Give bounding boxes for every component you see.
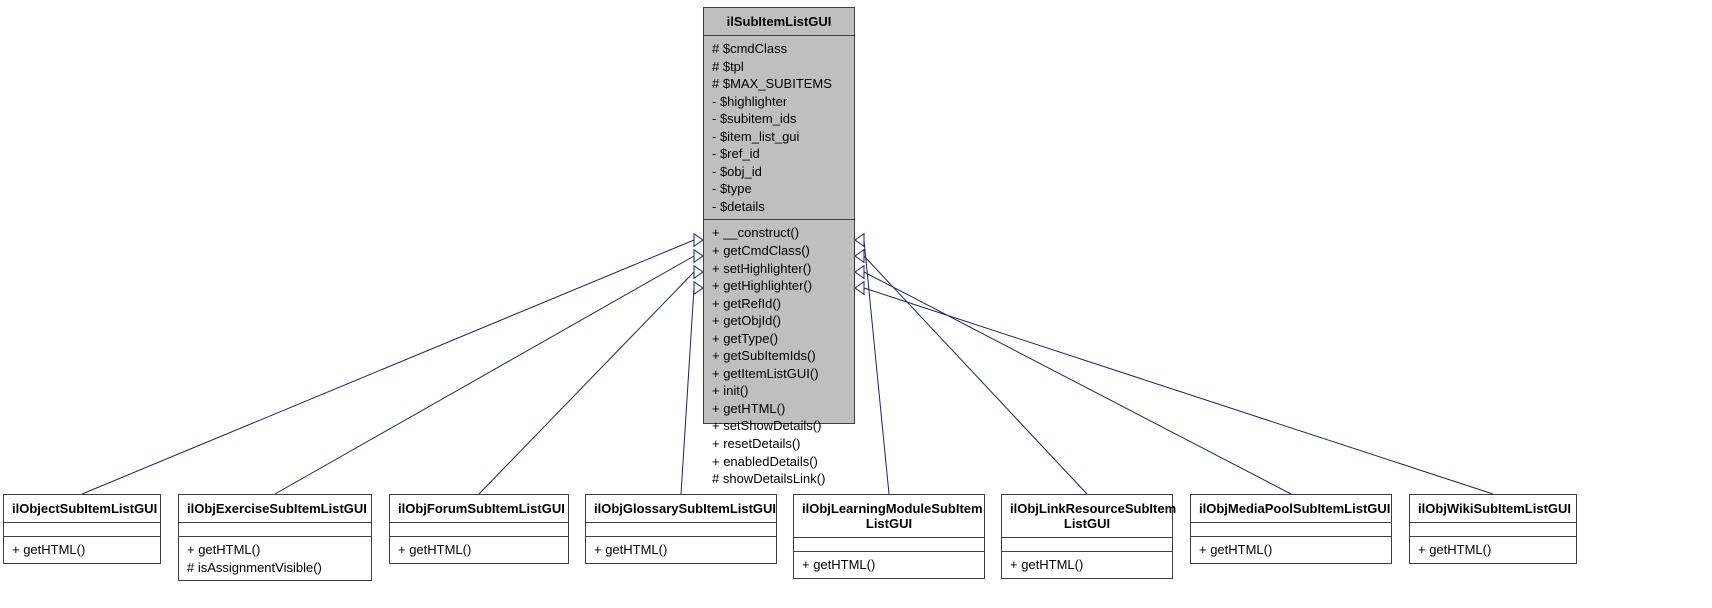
method: + getHTML() <box>398 541 560 559</box>
attribute: - $highlighter <box>712 93 846 111</box>
attributes-section: # $cmdClass# $tpl# $MAX_SUBITEMS- $highl… <box>704 36 854 220</box>
method: + getObjId() <box>712 312 846 330</box>
attributes-section <box>1410 523 1576 537</box>
attributes-section <box>179 523 371 537</box>
method: # showDetailsLink() <box>712 470 846 488</box>
inheritance-arrowhead <box>855 266 864 279</box>
class-title[interactable]: ilObjGlossarySubItemListGUI <box>586 495 776 523</box>
attribute: - $type <box>712 180 846 198</box>
class-linkresource[interactable]: ilObjLinkResourceSubItemListGUI + getHTML… <box>1001 494 1173 579</box>
inheritance-edge <box>864 288 1493 494</box>
attributes-section <box>1191 523 1391 537</box>
uml-diagram: ilSubItemListGUI # $cmdClass# $tpl# $MAX… <box>0 0 1712 608</box>
method: + __construct() <box>712 224 846 242</box>
inheritance-edge <box>479 272 694 494</box>
method: + getCmdClass() <box>712 242 846 260</box>
method: + getHighlighter() <box>712 277 846 295</box>
method: + getHTML() <box>712 400 846 418</box>
class-exercise[interactable]: ilObjExerciseSubItemListGUI + getHTML()# … <box>178 494 372 581</box>
class-forum[interactable]: ilObjForumSubItemListGUI + getHTML() <box>389 494 569 564</box>
class-object[interactable]: ilObjectSubItemListGUI + getHTML() <box>3 494 161 564</box>
methods-section: + getHTML() <box>4 537 160 563</box>
method: + getHTML() <box>187 541 363 559</box>
class-title[interactable]: ilObjLinkResourceSubItemListGUI <box>1002 495 1172 538</box>
class-title[interactable]: ilObjectSubItemListGUI <box>4 495 160 523</box>
class-title[interactable]: ilObjExerciseSubItemListGUI <box>179 495 371 523</box>
inheritance-edge <box>82 240 694 494</box>
methods-section: + getHTML() <box>390 537 568 563</box>
method: + getItemListGUI() <box>712 365 846 383</box>
method: + getHTML() <box>12 541 152 559</box>
class-title[interactable]: ilObjWikiSubItemListGUI <box>1410 495 1576 523</box>
inheritance-arrowhead <box>694 250 703 263</box>
method: + enabledDetails() <box>712 453 846 471</box>
methods-section: + getHTML() <box>1002 552 1172 578</box>
attribute: - $obj_id <box>712 163 846 181</box>
inheritance-edge <box>864 272 1291 494</box>
inheritance-edge <box>864 240 889 494</box>
inheritance-arrowhead <box>694 266 703 279</box>
method: + init() <box>712 382 846 400</box>
attributes-section <box>794 538 984 552</box>
method: + getHTML() <box>1418 541 1568 559</box>
attributes-section <box>1002 538 1172 552</box>
inheritance-arrowhead <box>855 234 864 247</box>
inheritance-arrowhead <box>855 250 864 263</box>
method: + setShowDetails() <box>712 417 846 435</box>
method: # isAssignmentVisible() <box>187 559 363 577</box>
inheritance-arrowhead <box>855 282 864 295</box>
class-learningmodule[interactable]: ilObjLearningModuleSubItemListGUI + getHT… <box>793 494 985 579</box>
attributes-section <box>390 523 568 537</box>
attribute: - $details <box>712 198 846 216</box>
attribute: # $cmdClass <box>712 40 846 58</box>
class-glossary[interactable]: ilObjGlossarySubItemListGUI + getHTML() <box>585 494 777 564</box>
attributes-section <box>586 523 776 537</box>
method: + getType() <box>712 330 846 348</box>
methods-section: + getHTML() <box>1191 537 1391 563</box>
class-ilSubItemListGUI[interactable]: ilSubItemListGUI # $cmdClass# $tpl# $MAX… <box>703 7 855 424</box>
methods-section: + getHTML() <box>794 552 984 578</box>
inheritance-edge <box>864 256 1087 494</box>
attribute: # $tpl <box>712 58 846 76</box>
method: + resetDetails() <box>712 435 846 453</box>
class-title[interactable]: ilObjMediaPoolSubItemListGUI <box>1191 495 1391 523</box>
method: + getHTML() <box>802 556 976 574</box>
inheritance-arrowhead <box>694 282 703 295</box>
method: + getHTML() <box>1199 541 1383 559</box>
inheritance-arrowhead <box>694 234 703 247</box>
class-title-link[interactable]: ilSubItemListGUI <box>727 14 832 29</box>
methods-section: + getHTML() <box>1410 537 1576 563</box>
method: + getRefId() <box>712 295 846 313</box>
attribute: - $item_list_gui <box>712 128 846 146</box>
inheritance-edge <box>681 288 694 494</box>
attributes-section <box>4 523 160 537</box>
inheritance-edge <box>275 256 694 494</box>
method: + getSubItemIds() <box>712 347 846 365</box>
attribute: - $ref_id <box>712 145 846 163</box>
methods-section: + getHTML()# isAssignmentVisible() <box>179 537 371 580</box>
methods-section: + __construct()+ getCmdClass()+ setHighl… <box>704 220 854 491</box>
class-title[interactable]: ilObjForumSubItemListGUI <box>390 495 568 523</box>
methods-section: + getHTML() <box>586 537 776 563</box>
class-title[interactable]: ilObjLearningModuleSubItemListGUI <box>794 495 984 538</box>
attribute: # $MAX_SUBITEMS <box>712 75 846 93</box>
method: + getHTML() <box>594 541 768 559</box>
class-mediapool[interactable]: ilObjMediaPoolSubItemListGUI + getHTML() <box>1190 494 1392 564</box>
method: + getHTML() <box>1010 556 1164 574</box>
class-title[interactable]: ilSubItemListGUI <box>704 8 854 36</box>
attribute: - $subitem_ids <box>712 110 846 128</box>
class-wiki[interactable]: ilObjWikiSubItemListGUI + getHTML() <box>1409 494 1577 564</box>
method: + setHighlighter() <box>712 260 846 278</box>
